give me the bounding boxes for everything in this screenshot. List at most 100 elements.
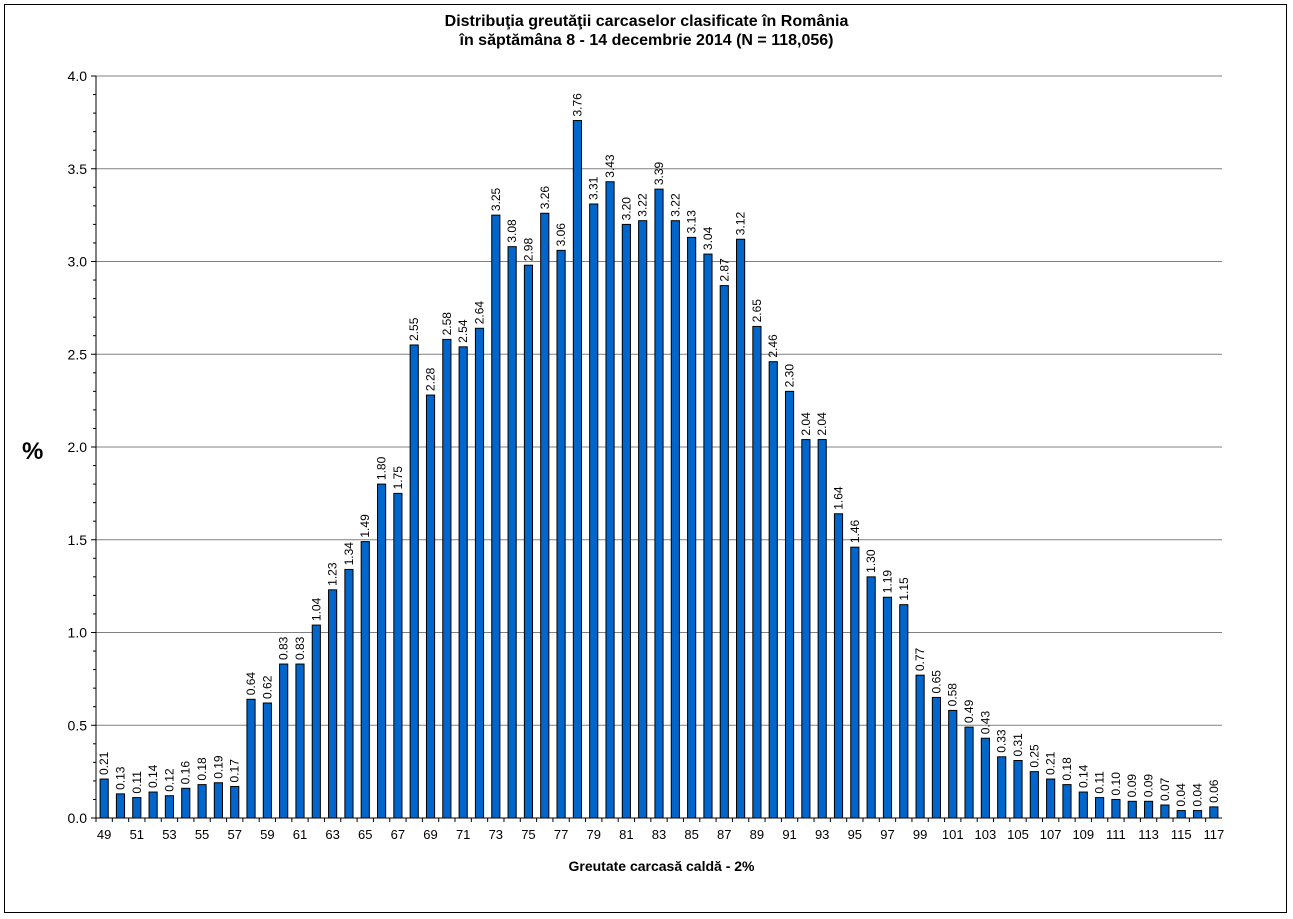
bar (621, 223, 631, 819)
bar (866, 576, 876, 819)
data-label: 3.22 (636, 193, 650, 217)
x-tick-label: 67 (391, 827, 405, 842)
data-label: 0.64 (244, 672, 258, 696)
x-tick-label: 75 (521, 827, 535, 842)
data-label: 3.20 (619, 197, 633, 221)
bar (687, 236, 697, 819)
x-tick-label: 115 (1171, 827, 1192, 842)
x-tick-label: 49 (97, 827, 111, 842)
bar (115, 793, 126, 819)
data-label: 0.13 (113, 766, 127, 790)
data-label: 0.21 (97, 751, 111, 775)
y-tick-label: 2.5 (68, 346, 88, 362)
bar (1111, 798, 1121, 819)
bar (1095, 797, 1105, 819)
bar (540, 212, 550, 819)
data-label: 3.39 (652, 161, 666, 185)
data-label: 1.80 (375, 456, 389, 480)
x-tick-label: 69 (423, 827, 437, 842)
data-label: 0.11 (1093, 771, 1107, 794)
bar (213, 782, 223, 819)
x-tick-label: 93 (815, 827, 829, 842)
data-label: 1.23 (326, 562, 340, 586)
data-label: 1.46 (848, 519, 862, 543)
data-label: 0.43 (978, 711, 992, 735)
data-label: 2.30 (783, 364, 797, 388)
data-label: 3.43 (603, 154, 617, 178)
bar (99, 778, 109, 819)
data-label: 0.07 (1158, 777, 1172, 801)
bar (360, 541, 370, 819)
data-label: 0.25 (1027, 744, 1041, 768)
y-axis-label: % (22, 438, 44, 465)
x-tick-label: 101 (942, 827, 964, 842)
bar (1046, 778, 1056, 819)
x-tick-label: 87 (717, 827, 731, 842)
x-tick-label: 117 (1203, 827, 1224, 842)
data-label: 1.64 (832, 486, 846, 510)
x-tick-label: 81 (619, 827, 633, 842)
x-axis-label: Greutate carcasă caldă - 2% (568, 858, 755, 874)
x-tick-label: 57 (227, 827, 241, 842)
bar (589, 203, 599, 819)
bar (425, 394, 436, 819)
x-tick-label: 85 (684, 827, 698, 842)
data-label: 1.30 (864, 549, 878, 573)
data-label: 2.65 (750, 299, 764, 323)
x-tick-label: 61 (293, 827, 307, 842)
x-tick-label: 109 (1072, 827, 1094, 842)
bar (344, 568, 354, 819)
data-label: 0.14 (146, 764, 160, 788)
bar (768, 361, 778, 819)
bar (801, 439, 811, 819)
bar (572, 120, 582, 819)
bar (948, 709, 958, 819)
bar (507, 246, 517, 819)
x-tick-label: 91 (782, 827, 796, 842)
data-label: 2.98 (521, 238, 535, 262)
data-label: 3.25 (489, 187, 503, 211)
data-label: 0.33 (995, 729, 1009, 753)
bar (882, 596, 893, 819)
bar (1062, 784, 1072, 819)
bar (736, 238, 746, 819)
bar (393, 492, 403, 819)
data-label: 3.04 (701, 226, 715, 250)
x-tick-label: 73 (489, 827, 503, 842)
data-label: 0.65 (929, 670, 943, 694)
x-tick-label: 99 (913, 827, 927, 842)
bar (230, 785, 240, 819)
bar (328, 589, 338, 819)
data-label: 0.10 (1109, 772, 1123, 796)
bar (964, 726, 974, 819)
data-label: 3.31 (587, 176, 601, 200)
bar (164, 795, 175, 819)
y-tick-label: 1.0 (68, 625, 88, 641)
y-tick-label: 3.0 (68, 254, 88, 270)
data-label: 2.04 (799, 412, 813, 436)
bar (458, 346, 468, 819)
data-label: 0.58 (946, 683, 960, 707)
data-label: 3.12 (734, 212, 748, 236)
data-label: 3.08 (505, 219, 519, 243)
data-label: 3.13 (685, 210, 699, 234)
data-label: 0.77 (913, 647, 927, 671)
x-tick-label: 51 (130, 827, 144, 842)
bar (491, 214, 501, 819)
x-tick-label: 71 (456, 827, 470, 842)
x-tick-label: 97 (880, 827, 894, 842)
data-label: 0.21 (1044, 751, 1058, 775)
data-label: 1.04 (309, 597, 323, 621)
data-label: 2.64 (472, 301, 486, 325)
bar (670, 220, 680, 819)
data-label: 2.04 (815, 412, 829, 436)
data-label: 0.04 (1191, 783, 1205, 807)
data-label: 0.09 (1125, 774, 1139, 798)
bar (931, 696, 941, 819)
bar (605, 181, 615, 819)
bar (197, 784, 207, 819)
bar (703, 253, 713, 819)
x-tick-label: 95 (848, 827, 862, 842)
y-tick-label: 2.0 (68, 439, 88, 455)
